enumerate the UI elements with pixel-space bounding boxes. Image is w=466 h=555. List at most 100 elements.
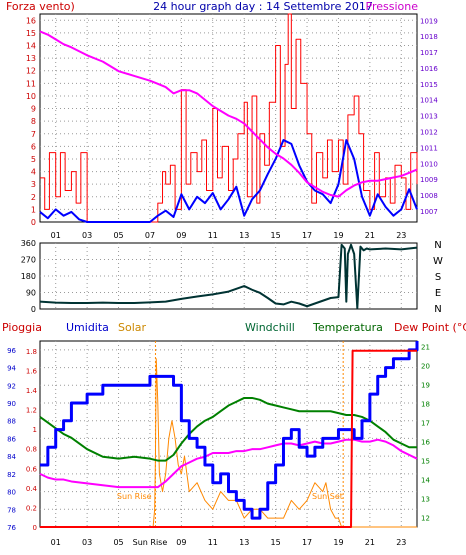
temperature-axis-tick: 17 [421,420,430,428]
wind-axis-tick: 0 [31,218,36,227]
wind-axis-tick: 14 [26,42,36,51]
x-tick-label: 03 [82,231,92,240]
temperature-axis-tick: 14 [421,477,430,485]
pressure-line [39,30,418,198]
compass-label: W [433,256,443,267]
rain-axis-tick: 1.8 [26,348,37,356]
pressure-axis-tick: 1018 [420,33,438,41]
dewpoint-line [39,438,418,489]
x-tick-label: 11 [208,538,218,547]
temperature-label: Temperatura [312,321,383,334]
x-tick-label: 13 [239,538,249,547]
rain-axis-tick: 1.4 [26,387,38,395]
rain-axis-tick: 1 [33,426,37,434]
x-tick-label: 21 [365,231,375,240]
humidity-axis-tick: 86 [7,435,16,443]
compass-label: E [435,288,441,299]
wind-axis-tick: 12 [26,67,36,76]
humidity-line [40,341,419,520]
x-tick-label: 03 [82,538,92,547]
pressure-axis-label: Pressione [366,0,419,13]
wind-axis-tick: 10 [26,92,36,101]
rain-line [40,349,417,528]
windchill-label: Windchill [245,321,295,334]
humidity-axis-tick: 96 [7,347,16,355]
pressure-axis-tick: 1019 [420,17,438,25]
x-tick-label: 15 [271,538,281,547]
wind-axis-tick: 3 [31,180,36,189]
pressure-axis-tick: 1009 [420,176,438,184]
x-tick-label: 01 [51,231,61,240]
direction-axis-tick: 90 [26,289,36,298]
wind-axis-tick: 2 [31,193,36,202]
x-tick-label: 23 [396,538,406,547]
pressure-axis-tick: 1017 [420,49,438,57]
x-tick-label: 11 [208,231,218,240]
humidity-label: Umidita [66,321,109,334]
plot-frame-3 [39,340,418,528]
temperature-axis-tick: 13 [421,496,430,504]
x-tick-label: 05 [113,538,123,547]
direction-axis-tick: 0 [31,305,36,314]
x-tick-label: 23 [396,231,406,240]
x-tick-label: 19 [333,231,343,240]
sunset-annotation: Sun Set [312,492,343,501]
rain-axis-label: Pioggia [2,321,42,334]
wind-axis-tick: 15 [26,29,36,38]
compass-label: S [435,272,441,283]
wind-axis-tick: 11 [26,79,36,88]
wind-axis-tick: 13 [26,54,36,63]
humidity-axis-tick: 82 [7,471,16,479]
chart-title: 24 hour graph day : 14 Settembre 2017 [153,0,373,13]
wind-axis-tick: 16 [26,16,36,25]
x-tick-label: 09 [176,538,186,547]
temperature-axis-tick: 12 [421,515,430,523]
rain-axis-tick: 0.4 [26,485,38,493]
wind-axis-tick: 7 [31,130,36,139]
humidity-axis-tick: 92 [7,382,16,390]
pressure-axis-tick: 1010 [420,160,438,168]
x-tick-label: 15 [271,231,281,240]
temperature-axis-tick: 19 [421,382,430,390]
temperature-axis-tick: 16 [421,439,430,447]
rain-axis-tick: 1.2 [26,407,37,415]
rain-axis-tick: 0.2 [26,504,37,512]
rain-axis-tick: 0.8 [26,446,37,454]
humidity-axis-tick: 80 [7,489,16,497]
wind-direction-line [39,243,418,310]
humidity-axis-tick: 90 [7,400,16,408]
temperature-axis-tick: 20 [421,363,430,371]
x-tick-label: 17 [302,231,312,240]
pressure-axis-tick: 1011 [420,144,438,152]
wind-axis-tick: 1 [31,205,36,214]
wind-axis-label: Forza vento) [6,0,75,13]
compass-label: N [434,240,441,251]
x-tick-label: 21 [365,538,375,547]
humidity-axis-tick: 94 [7,365,16,373]
wind-axis-tick: 5 [31,155,36,164]
direction-axis-tick: 360 [21,239,36,248]
humidity-axis-tick: 76 [7,524,16,532]
humidity-axis-tick: 84 [7,453,16,461]
pressure-axis-tick: 1007 [420,208,438,216]
x-tick-label: 07 [145,231,155,240]
wind-axis-tick: 6 [31,142,36,151]
x-tick-label: 09 [176,231,186,240]
direction-axis-tick: 180 [21,272,36,281]
rain-axis-tick: 0.6 [26,465,38,473]
wind-axis-tick: 4 [31,168,36,177]
direction-axis-tick: 270 [21,256,36,265]
x-tick-label: 01 [51,538,61,547]
pressure-axis-tick: 1013 [420,113,438,121]
x-tick-label: Sun Rise [133,538,168,547]
temperature-axis-tick: 18 [421,401,430,409]
pressure-axis-tick: 1012 [420,128,438,136]
dewpoint-label: Dew Point (°C) [394,321,466,334]
wind-axis-tick: 8 [31,117,36,126]
pressure-axis-tick: 1016 [420,65,438,73]
x-tick-label: 17 [302,538,312,547]
x-tick-label: 05 [113,231,123,240]
humidity-axis-tick: 78 [7,506,16,514]
